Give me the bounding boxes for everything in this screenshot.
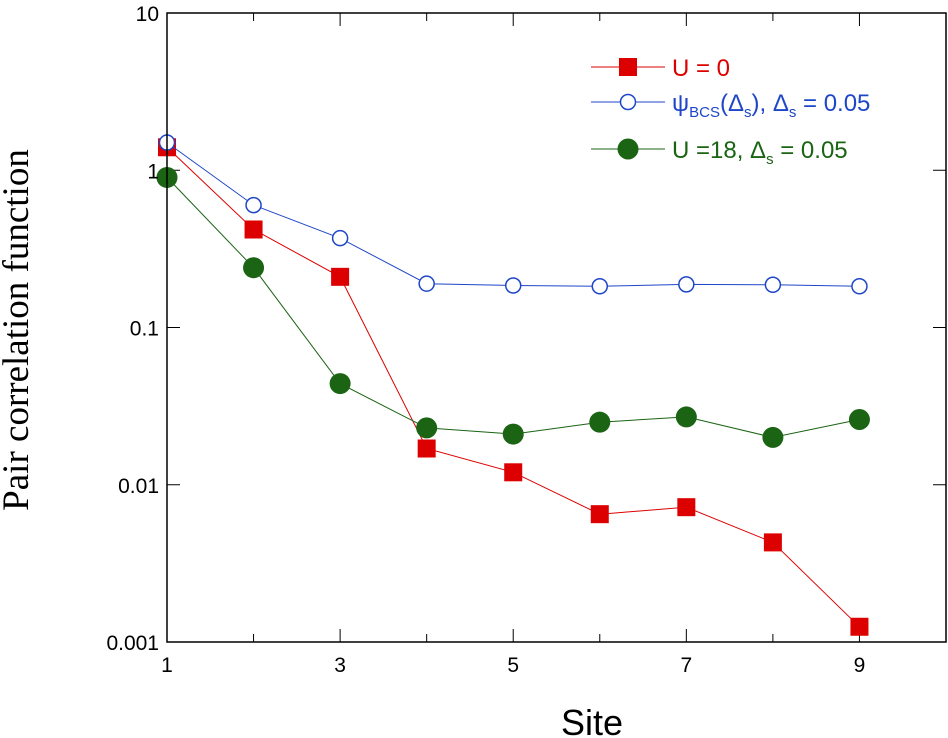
legend: U = 0 ψBCS(Δs), Δs = 0.05 U =18, Δs = 0.… (591, 55, 870, 168)
data-point (677, 498, 696, 517)
legend-entry-u0: U = 0 (591, 55, 730, 82)
data-point (590, 505, 609, 524)
data-point (245, 196, 262, 214)
data-point (675, 406, 697, 428)
legend-marker-bcs (619, 93, 637, 111)
legend-entry-u18: U =18, Δs = 0.05 (591, 137, 848, 168)
series-layer (156, 134, 870, 636)
legend-label-u18: U =18, Δs = 0.05 (672, 137, 848, 168)
tick-label-layer: 1 3 5 7 9 0.001 0.01 0.1 1 10 (106, 3, 865, 677)
legend-marker-u0 (619, 58, 637, 76)
plot-area-frame (166, 12, 947, 643)
legend-entry-bcs: ψBCS(Δs), Δs = 0.05 (591, 90, 870, 121)
data-point (331, 267, 350, 286)
legend-marker-u18 (617, 138, 639, 160)
data-point (591, 277, 609, 295)
data-point (763, 533, 782, 552)
series-line (166, 142, 860, 287)
data-point (851, 277, 868, 295)
legend-label-u0: U = 0 (672, 55, 730, 82)
data-point (243, 257, 265, 279)
y-tick-label: 0.001 (106, 632, 159, 655)
series-3 (156, 166, 870, 448)
x-tick-label: 3 (334, 654, 346, 677)
data-point (589, 411, 611, 433)
y-tick-label: 10 (136, 3, 159, 26)
data-point (764, 276, 782, 294)
y-tick-label: 0.01 (118, 475, 159, 498)
data-point (678, 276, 695, 293)
data-point (418, 275, 435, 292)
data-point (329, 373, 351, 395)
y-axis-title: Pair correlation function (0, 149, 37, 511)
y-tick-label: 0.1 (130, 318, 159, 341)
data-point (417, 439, 436, 458)
x-tick-label: 9 (854, 654, 866, 677)
data-point (850, 617, 869, 636)
series-line (166, 146, 860, 628)
data-point (504, 463, 523, 482)
x-tick-label: 1 (161, 654, 173, 677)
data-point (244, 220, 263, 239)
x-tick-label: 5 (507, 654, 519, 677)
data-point (762, 426, 784, 448)
data-point (502, 423, 524, 445)
data-point (848, 408, 870, 430)
series-1 (158, 138, 869, 636)
x-tick-label: 7 (680, 654, 692, 677)
series-2 (158, 134, 868, 295)
data-point (416, 417, 438, 439)
legend-label-bcs: ψBCS(Δs), Δs = 0.05 (672, 90, 870, 121)
x-axis-title: Site (561, 702, 623, 738)
data-point (331, 229, 349, 247)
y-tick-label: 1 (147, 160, 159, 183)
series-line (166, 177, 860, 438)
data-point (504, 277, 522, 294)
